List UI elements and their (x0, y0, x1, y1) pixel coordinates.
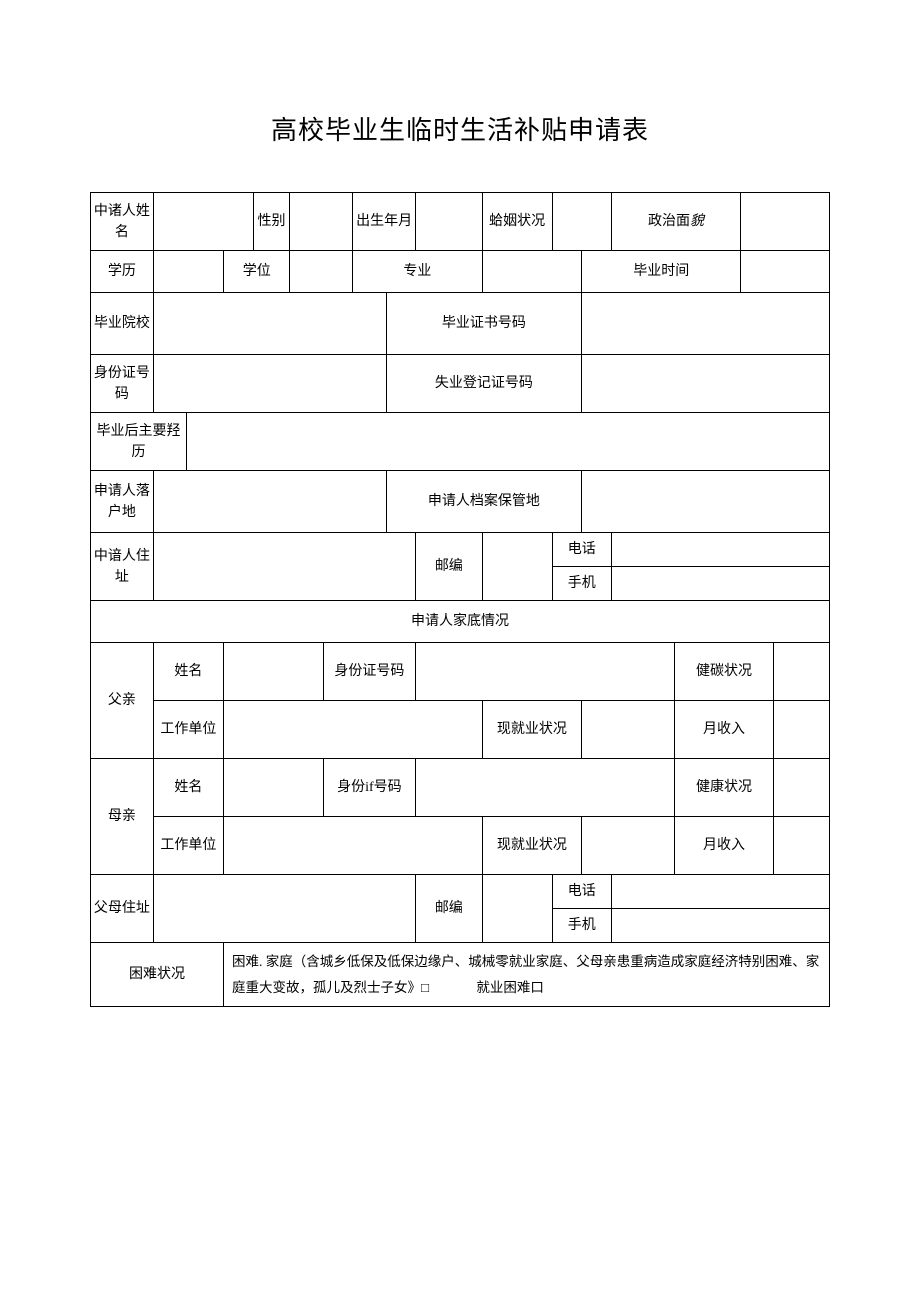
label-education: 学历 (91, 251, 154, 293)
value-applicant-residence[interactable] (153, 471, 386, 533)
label-major: 专业 (353, 251, 482, 293)
value-father-work[interactable] (223, 701, 482, 759)
label-applicant-address: 中谙人住址 (91, 533, 154, 601)
label-father-id: 身份证号码 (323, 643, 415, 701)
label-mother-id: 身份if号码 (323, 759, 415, 817)
label-phone: 电话 (552, 533, 611, 567)
label-parent-phone: 电话 (552, 875, 611, 909)
checkbox-family-difficulty[interactable]: □ (421, 975, 429, 1001)
label-parent-mobile: 手机 (552, 909, 611, 943)
label-applicant-archive: 申请人档案保管地 (386, 471, 582, 533)
label-id-no: 身份证号码 (91, 355, 154, 413)
label-father-work: 工作单位 (153, 701, 223, 759)
label-parent-address: 父母住址 (91, 875, 154, 943)
label-mother-health: 健康状况 (674, 759, 774, 817)
label-grad-cert-no: 毕业证书号码 (386, 293, 582, 355)
value-parent-phone[interactable] (611, 875, 829, 909)
value-post-grad-exp[interactable] (187, 413, 830, 471)
label-postcode: 邮编 (416, 533, 483, 601)
label-parent-postcode: 邮编 (416, 875, 483, 943)
label-mother-work: 工作单位 (153, 817, 223, 875)
label-father-name: 姓名 (153, 643, 223, 701)
label-mother: 母亲 (91, 759, 154, 875)
value-father-id[interactable] (416, 643, 675, 701)
value-mother-health[interactable] (774, 759, 830, 817)
label-father-health: 健碳状况 (674, 643, 774, 701)
value-marital-status[interactable] (552, 193, 611, 251)
value-father-emp[interactable] (582, 701, 674, 759)
label-political-status: 政治面貌 (611, 193, 740, 251)
label-father-emp: 现就业状况 (482, 701, 582, 759)
value-birth-date[interactable] (416, 193, 483, 251)
label-gender: 性别 (253, 193, 290, 251)
value-mother-income[interactable] (774, 817, 830, 875)
value-parent-mobile[interactable] (611, 909, 829, 943)
label-mother-name: 姓名 (153, 759, 223, 817)
value-parent-address[interactable] (153, 875, 415, 943)
value-political-status[interactable] (741, 193, 830, 251)
label-grad-time: 毕业时间 (582, 251, 741, 293)
value-mother-work[interactable] (223, 817, 482, 875)
checkbox-employment-difficulty[interactable]: 口 (530, 975, 544, 1001)
value-major[interactable] (482, 251, 582, 293)
value-unemploy-reg-no[interactable] (582, 355, 830, 413)
value-grad-school[interactable] (153, 293, 386, 355)
value-applicant-address[interactable] (153, 533, 415, 601)
label-degree: 学位 (223, 251, 289, 293)
label-marital-status: 蛤姻状况 (482, 193, 552, 251)
value-parent-postcode[interactable] (482, 875, 552, 943)
value-gender[interactable] (290, 193, 353, 251)
label-unemploy-reg-no: 失业登记证号码 (386, 355, 582, 413)
label-grad-school: 毕业院校 (91, 293, 154, 355)
value-postcode[interactable] (482, 533, 552, 601)
value-mother-id[interactable] (416, 759, 675, 817)
value-degree[interactable] (290, 251, 353, 293)
value-father-health[interactable] (774, 643, 830, 701)
label-father: 父亲 (91, 643, 154, 759)
value-education[interactable] (153, 251, 223, 293)
value-grad-time[interactable] (741, 251, 830, 293)
value-applicant-name[interactable] (153, 193, 253, 251)
label-birth-date: 出生年月 (353, 193, 416, 251)
label-difficulty-status: 困难状况 (91, 943, 224, 1007)
page-title: 高校毕业生临时生活补贴申请表 (90, 110, 830, 147)
value-mother-emp[interactable] (582, 817, 674, 875)
value-grad-cert-no[interactable] (582, 293, 830, 355)
label-father-income: 月收入 (674, 701, 774, 759)
value-mobile[interactable] (611, 567, 829, 601)
label-applicant-name: 中诸人姓名 (91, 193, 154, 251)
label-applicant-residence: 申请人落户地 (91, 471, 154, 533)
application-form-table: 中诸人姓名 性别 出生年月 蛤姻状况 政治面貌 学历 学位 专业 毕业时间 毕业… (90, 192, 830, 1007)
label-mobile: 手机 (552, 567, 611, 601)
value-mother-name[interactable] (223, 759, 323, 817)
label-post-grad-exp: 毕业后主要羟历 (91, 413, 187, 471)
difficulty-text: 困难. 家庭（含城乡低保及低保边缘户、城械零就业家庭、父母亲患重病造成家庭经济特… (223, 943, 829, 1007)
label-mother-emp: 现就业状况 (482, 817, 582, 875)
value-father-income[interactable] (774, 701, 830, 759)
label-family-section: 申请人家底情况 (91, 601, 830, 643)
value-father-name[interactable] (223, 643, 323, 701)
value-phone[interactable] (611, 533, 829, 567)
value-applicant-archive[interactable] (582, 471, 830, 533)
label-mother-income: 月收入 (674, 817, 774, 875)
value-id-no[interactable] (153, 355, 386, 413)
